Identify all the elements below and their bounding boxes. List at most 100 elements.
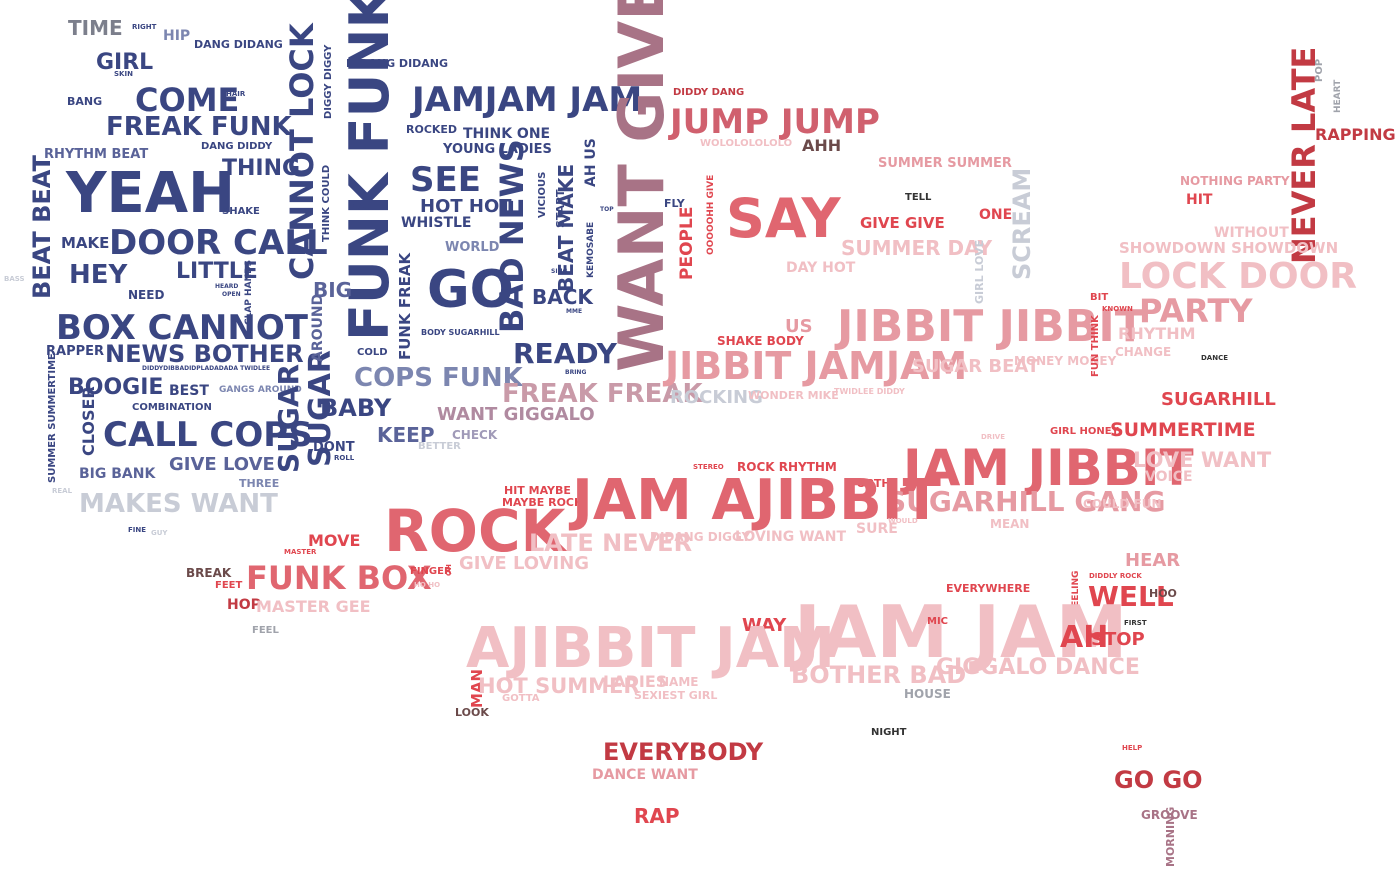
cloud-word: OOOOOHH GIVE <box>706 174 716 255</box>
cloud-word: SEE <box>410 160 481 200</box>
cloud-word: WANT GIGGALO <box>437 404 595 425</box>
cloud-word: CHANGE <box>1115 345 1172 359</box>
cloud-word: MME <box>566 308 583 315</box>
cloud-word: JAM AJIBBIT <box>572 468 941 533</box>
cloud-word: COLD <box>357 347 388 358</box>
cloud-word: LITTLE <box>176 259 258 284</box>
cloud-word: COME <box>135 81 240 119</box>
cloud-word: BETTER <box>418 441 461 452</box>
cloud-word: BABY <box>320 394 392 422</box>
cloud-word: EVERYBODY <box>603 738 764 766</box>
cloud-word: SUMMER DAY <box>841 236 993 260</box>
cloud-word: MEAN <box>990 517 1030 531</box>
cloud-word: BREAK <box>186 566 232 580</box>
cloud-word: AH <box>1060 620 1109 655</box>
cloud-word: LATE NEVER <box>529 529 693 557</box>
cloud-word: DIDANG DIGGY <box>650 530 751 544</box>
cloud-word: ROCK RHYTHM <box>737 460 837 474</box>
cloud-word: THINK COULD <box>321 164 332 242</box>
cloud-word: PEOPLE <box>677 206 697 280</box>
cloud-word: GUY <box>151 529 168 537</box>
cloud-word: AH US <box>583 138 599 187</box>
cloud-word: FREAK FREAK <box>502 379 703 409</box>
cloud-word: GIVE GIVE <box>860 214 945 232</box>
cloud-word: HIT MAYBE <box>504 484 571 497</box>
cloud-word: DIGGY DIGGY <box>323 44 334 119</box>
cloud-word: CANNOT LOCK <box>283 23 321 280</box>
cloud-word: JIBBIT JAMJAM <box>665 344 968 388</box>
cloud-word: RAP <box>634 804 680 828</box>
cloud-word: PARTY <box>1139 292 1253 330</box>
cloud-word: SUGAR BEAT <box>912 356 1040 377</box>
cloud-word: GO <box>427 260 514 320</box>
cloud-word: WELL <box>1088 580 1174 613</box>
cloud-word: EVERYWHERE <box>946 582 1031 595</box>
cloud-word: SAY <box>726 187 841 250</box>
cloud-word: NEWS BOTHER <box>105 340 304 368</box>
cloud-word: SUGARHILL <box>1161 389 1276 410</box>
cloud-word: AROUND <box>310 293 326 362</box>
cloud-word: DANG DIDANG <box>194 38 283 51</box>
cloud-word: FIRST <box>1124 619 1147 627</box>
cloud-word: GROOVE <box>1141 808 1198 822</box>
cloud-word: BRING <box>565 369 587 376</box>
cloud-word: PLACE <box>349 203 374 211</box>
cloud-word: VOICE <box>1145 469 1193 485</box>
cloud-word: SEXIEST GIRL <box>634 689 718 702</box>
cloud-word: NAME <box>659 675 699 689</box>
cloud-word: FUN THINK <box>1090 315 1101 377</box>
cloud-word: JIBBIT JIBBIT <box>837 301 1145 352</box>
cloud-word: OPEN <box>222 291 241 298</box>
cloud-word: HEAR <box>1125 550 1181 571</box>
cloud-word: SUGARHILL GANG <box>886 485 1166 518</box>
cloud-word: MIC <box>927 616 949 627</box>
cloud-word: MASTER GEE <box>256 597 371 616</box>
cloud-word: THINK ONE <box>463 126 551 142</box>
cloud-word: SHAKE <box>222 206 260 217</box>
cloud-word: NOTHING PARTY <box>1180 174 1290 188</box>
cloud-word: LOOK <box>455 706 489 719</box>
cloud-word: FUNK FREAK <box>396 252 414 360</box>
cloud-word: GANGS AROUND <box>219 385 302 395</box>
cloud-word: BANG <box>67 95 103 108</box>
cloud-word: US <box>785 316 813 337</box>
cloud-word: SUMMERTIME <box>1110 419 1256 441</box>
cloud-word: HEARD <box>215 283 239 290</box>
cloud-word: DRIVE <box>981 433 1006 441</box>
cloud-word: CHECK <box>452 428 498 442</box>
cloud-word: JUMP JUMP <box>670 102 880 142</box>
cloud-word: WITHOUT <box>1214 225 1289 241</box>
cloud-word: SCREAM <box>1008 167 1036 280</box>
cloud-word: COPS FUNK <box>354 363 523 393</box>
cloud-word: HEART <box>1333 79 1343 113</box>
cloud-word: WOLOLOLOLOLO <box>700 138 793 149</box>
cloud-word: REAL <box>52 487 73 495</box>
cloud-word: ROCK <box>384 497 566 565</box>
cloud-word: BEAT BEAT <box>28 155 56 299</box>
cloud-word: BIG BANK <box>79 466 156 482</box>
cloud-word: SHAKE BODY <box>717 334 804 348</box>
cloud-word: HOUSE <box>904 687 951 701</box>
cloud-word: KEMOSABE <box>586 221 596 278</box>
cloud-word: HOO <box>1149 587 1177 600</box>
cloud-word: HOT SUMMER <box>478 674 640 698</box>
cloud-word: DIDDLY ROCK <box>1089 572 1142 580</box>
cloud-word: AHH <box>802 136 842 155</box>
cloud-word: FLY <box>664 197 685 210</box>
cloud-word: SUGAR <box>272 363 305 473</box>
cloud-word: BOOGIE <box>68 375 164 400</box>
cloud-word: BOTHER BAD <box>791 661 967 689</box>
cloud-word: HIP <box>163 28 191 44</box>
cloud-word: RAPPER <box>46 344 105 359</box>
cloud-word: MAKE <box>61 234 110 252</box>
cloud-word: COMBINATION <box>132 402 212 413</box>
cloud-word: SHOWDOWN SHOWDOWN <box>1119 239 1339 257</box>
cloud-word: BODY SUGARHILL <box>421 328 500 337</box>
cloud-word: ONE <box>979 207 1013 223</box>
cloud-word: JAM JAM <box>794 590 1128 674</box>
cloud-word: HIT <box>1186 192 1213 208</box>
cloud-word: VICIOUS <box>537 171 548 218</box>
cloud-word: RHYTHM <box>1118 324 1196 343</box>
cloud-word: NEVER LATE <box>1285 46 1323 264</box>
